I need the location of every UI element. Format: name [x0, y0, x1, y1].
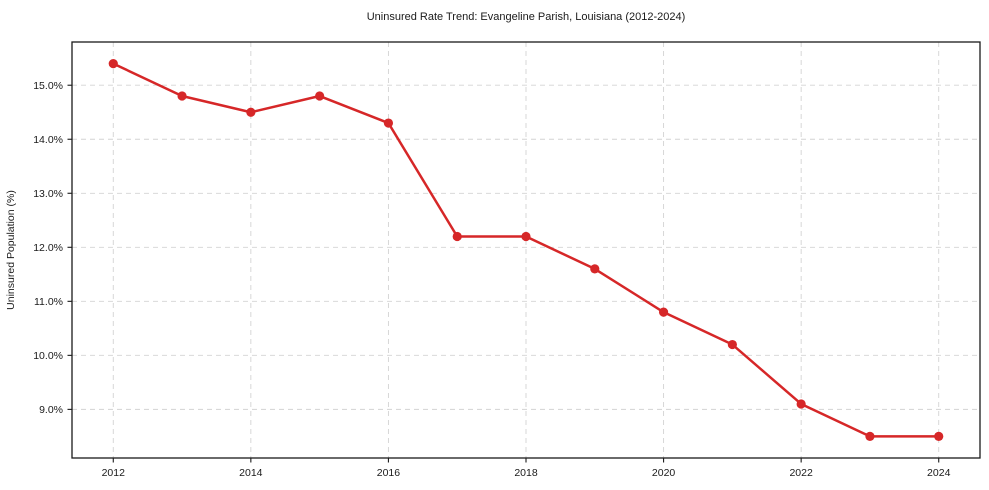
data-point	[658, 307, 669, 317]
data-point	[590, 264, 600, 274]
x-tick-label: 2022	[789, 467, 813, 479]
grid-layer	[72, 42, 980, 458]
y-tick-label: 11.0%	[34, 296, 63, 308]
data-point	[177, 91, 187, 101]
data-point	[521, 231, 531, 242]
data-point	[727, 339, 737, 350]
x-tick-label: 2018	[514, 467, 538, 479]
y-tick-label: 14.0%	[33, 134, 63, 146]
chart-title: Uninsured Rate Trend: Evangeline Parish,…	[367, 11, 686, 23]
x-tick-label: 2016	[377, 467, 401, 479]
y-tick-label: 13.0%	[33, 188, 63, 200]
x-tick-label: 2012	[102, 467, 126, 479]
data-point	[865, 431, 875, 441]
x-tick-label: 2014	[239, 467, 263, 479]
y-tick-label: 12.0%	[33, 242, 63, 254]
x-tick-label: 2024	[927, 467, 951, 479]
y-tick-label: 9.0%	[39, 404, 63, 416]
data-point	[452, 231, 462, 242]
data-point	[383, 118, 394, 128]
y-tick-label: 10.0%	[33, 350, 63, 362]
axes-layer: 2012 2014 2016 2018 2020 2022 2024 9.0% 10.0% 11.…	[33, 41, 981, 479]
data-point	[934, 431, 944, 441]
data-layer	[108, 59, 944, 441]
y-tick-label: 15.0%	[33, 80, 63, 92]
x-tick-label: 2020	[652, 467, 676, 479]
data-point	[796, 399, 806, 409]
data-point	[315, 91, 325, 101]
y-axis-label: Uninsured Population (%)	[5, 190, 17, 310]
data-point	[246, 107, 256, 117]
data-point	[108, 59, 118, 69]
